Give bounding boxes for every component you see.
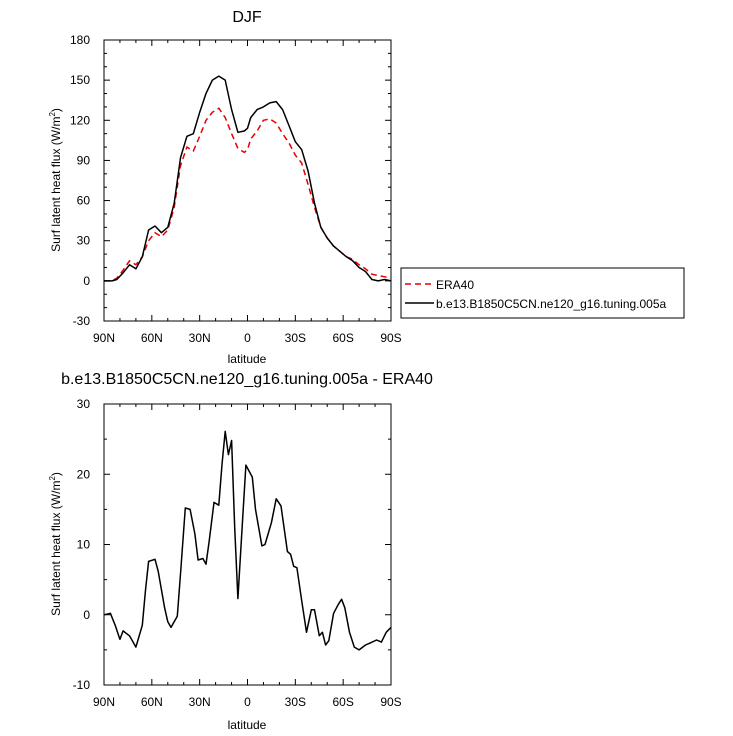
top-x-tick-label: 30N [189, 331, 211, 345]
top-y-tick-label: 150 [70, 73, 90, 87]
top-y-tick-label: 30 [77, 234, 91, 248]
bottom-y-tick-label: 0 [83, 608, 90, 622]
top-plot-frame [103, 39, 392, 322]
legend-label-era40: ERA40 [436, 278, 474, 292]
bottom-series-line-difference [103, 430, 392, 651]
bottom-x-tick-label: 0 [244, 695, 251, 709]
top-chart-title: DJF [232, 9, 262, 26]
top-x-tick-label: 0 [244, 331, 251, 345]
top-x-axis-label: latitude [228, 352, 267, 366]
top-series-line-era40 [104, 107, 392, 282]
bottom-y-axis-label: Surf latent heat flux (W/m2) [48, 472, 63, 616]
bottom-x-tick-label: 30S [285, 695, 306, 709]
bottom-x-tick-label: 30N [189, 695, 211, 709]
top-y-tick-label: 60 [77, 194, 91, 208]
top-x-tick-label: 90N [93, 331, 115, 345]
top-y-tick-label: 90 [77, 153, 91, 167]
bottom-y-tick-label: 10 [77, 538, 91, 552]
bottom-x-tick-label: 60N [141, 695, 163, 709]
bottom-x-tick-label: 60S [332, 695, 353, 709]
top-y-axis-label: Surf latent heat flux (W/m2) [48, 108, 63, 252]
legend: ERA40 b.e13.B1850C5CN.ne120_g16.tuning.0… [400, 267, 685, 319]
bottom-x-tick-label: 90N [93, 695, 115, 709]
bottom-chart-title: b.e13.B1850C5CN.ne120_g16.tuning.005a - … [61, 371, 433, 388]
top-series-line-model [104, 75, 392, 282]
top-y-tick-label: -30 [73, 314, 91, 328]
top-x-tick-label: 90S [380, 331, 401, 345]
bottom-x-tick-label: 90S [380, 695, 401, 709]
top-x-tick-label: 30S [285, 331, 306, 345]
bottom-panel: b.e13.B1850C5CN.ne120_g16.tuning.005a - … [48, 371, 433, 732]
bottom-plot-frame [103, 403, 392, 686]
top-y-tick-label: 180 [70, 33, 90, 47]
top-x-tick-label: 60S [332, 331, 353, 345]
top-y-tick-label: 0 [83, 274, 90, 288]
top-panel: DJF 90N 60N 30N 0 30S 60S 90S -30 0 30 60 90 120 150 1… [48, 9, 402, 366]
bottom-y-tick-label: 20 [77, 467, 91, 481]
legend-label-model: b.e13.B1850C5CN.ne120_g16.tuning.005a [436, 297, 667, 311]
top-x-tick-label: 60N [141, 331, 163, 345]
top-y-tick-label: 120 [70, 113, 90, 127]
legend-box [400, 267, 685, 319]
bottom-y-tick-label: 30 [77, 397, 91, 411]
bottom-x-axis-label: latitude [228, 718, 267, 732]
bottom-y-tick-label: -10 [73, 678, 91, 692]
